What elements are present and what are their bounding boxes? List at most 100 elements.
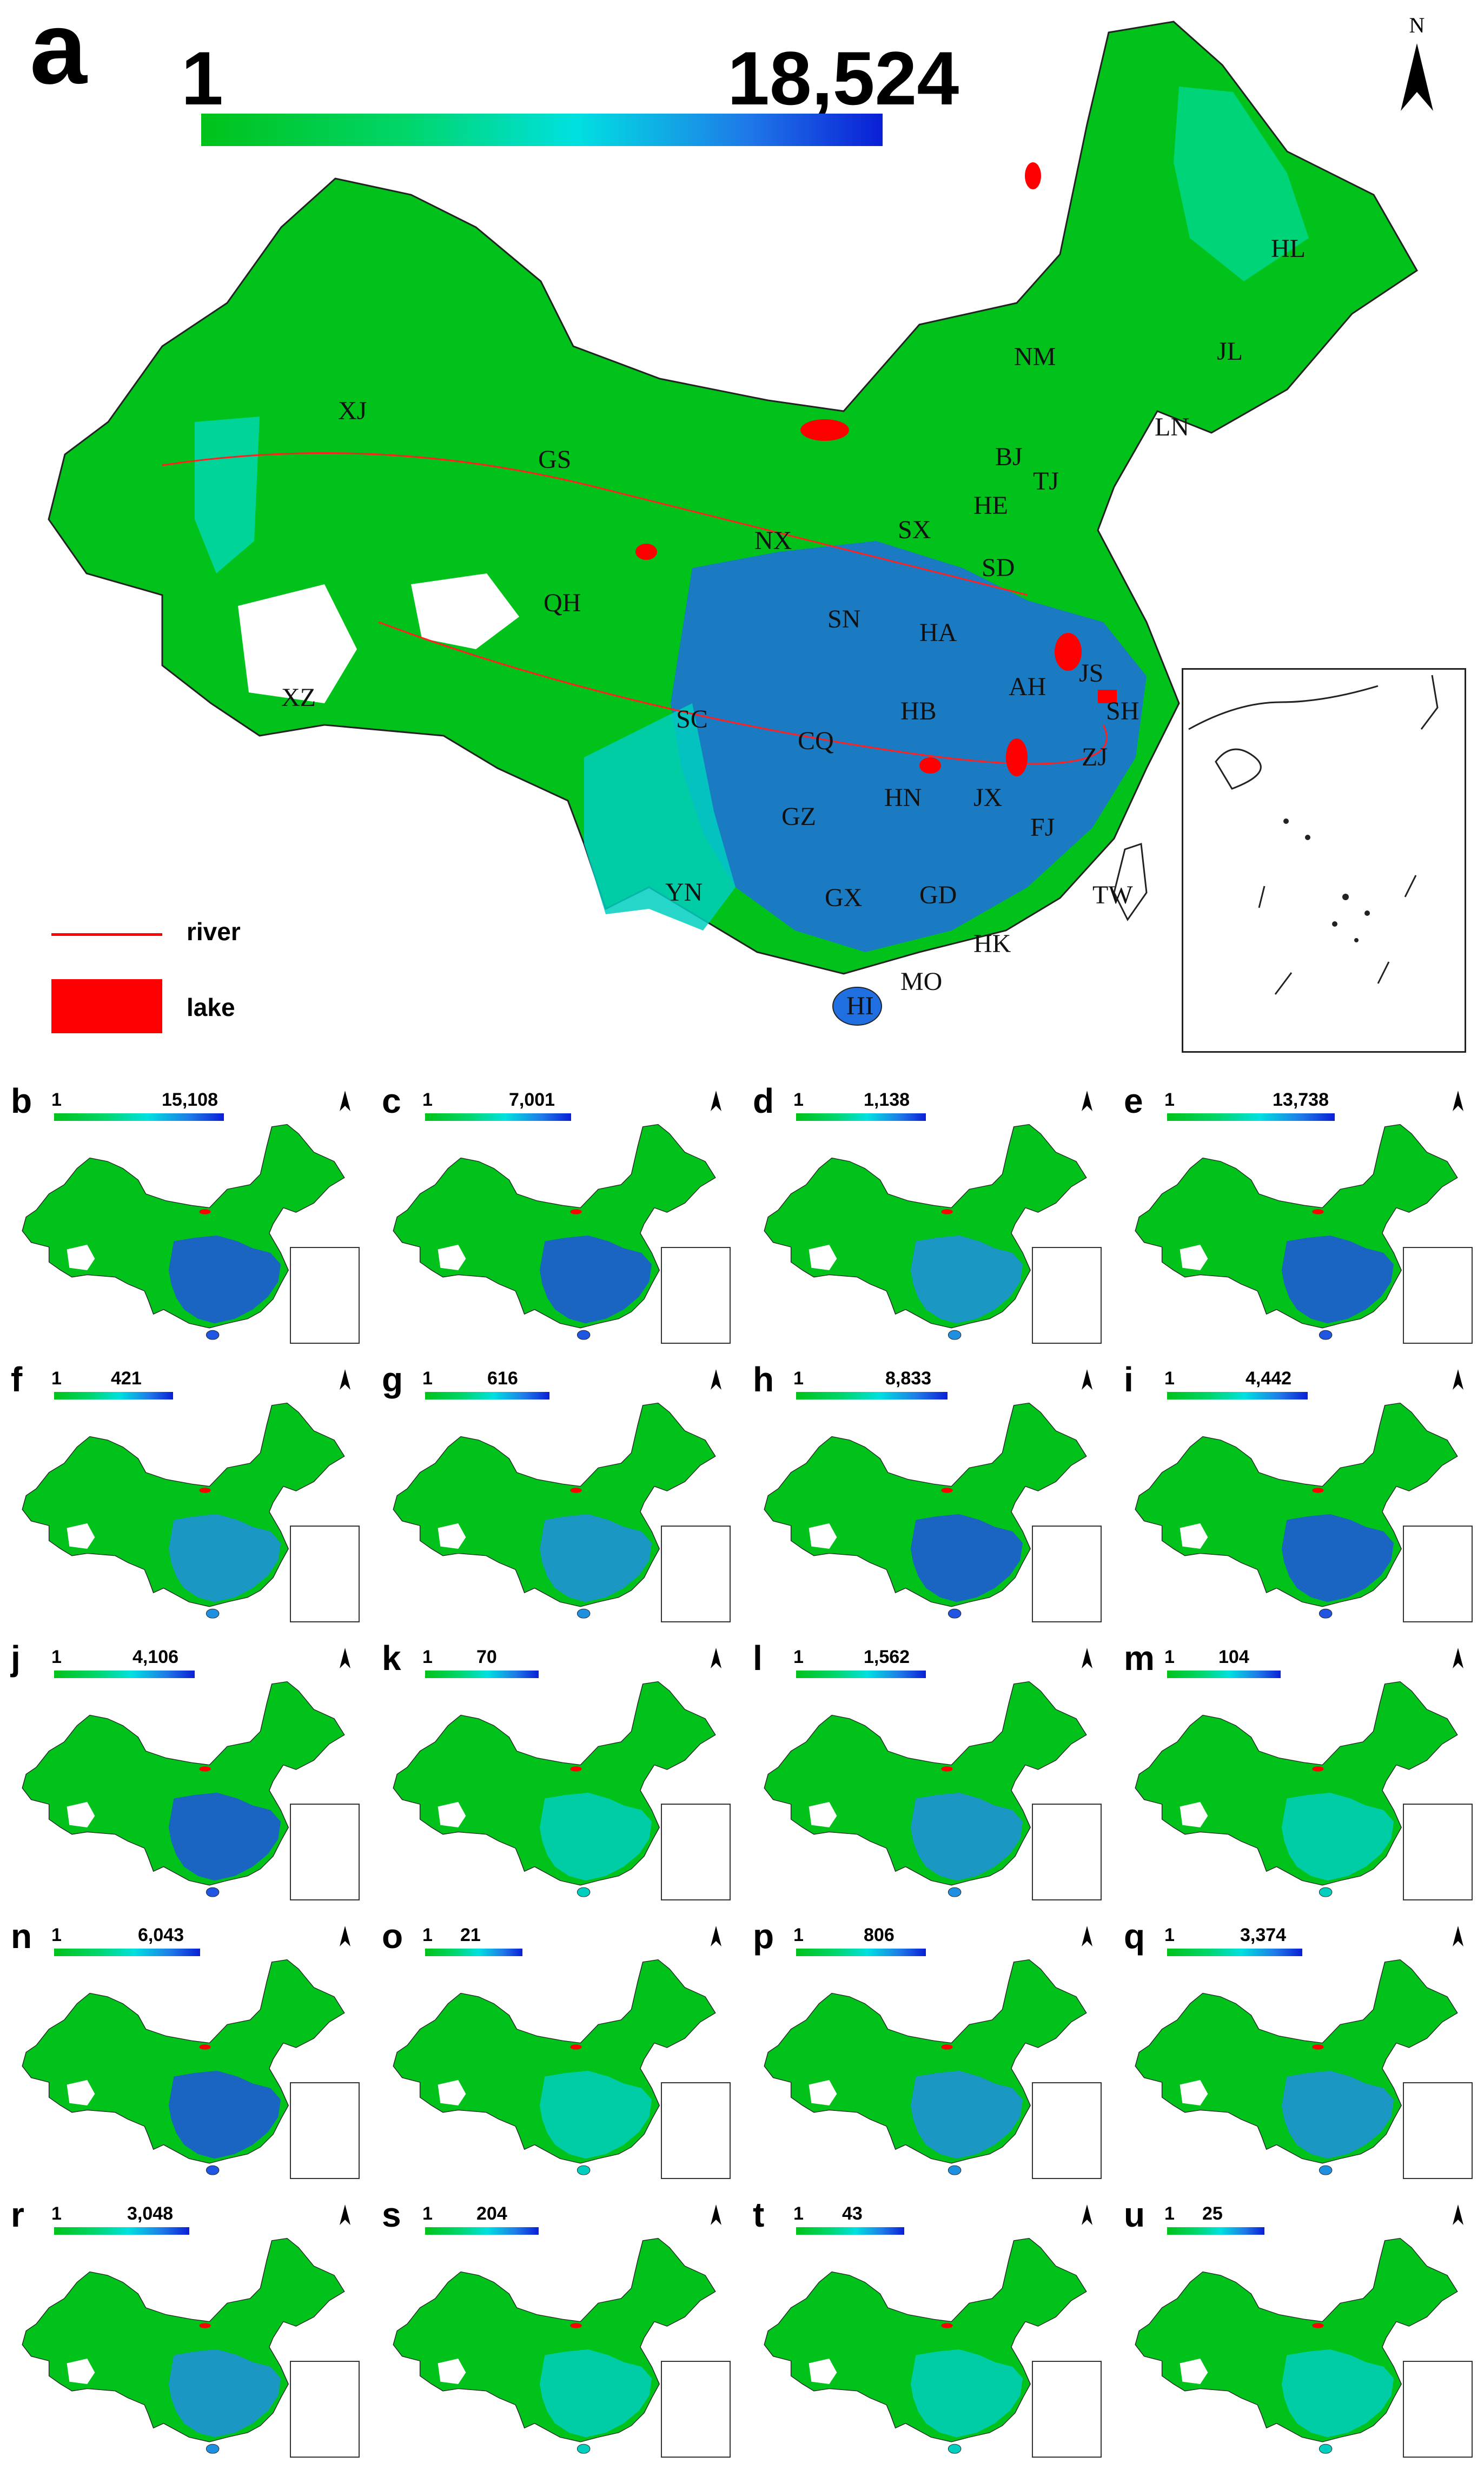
color-scale-bar — [425, 1113, 571, 1121]
north-arrow-icon — [1453, 1926, 1463, 1947]
north-arrow-icon — [711, 1647, 721, 1668]
small-map-panel: o 1 21 — [371, 1912, 742, 2190]
scale-max-label: 1,138 — [864, 1090, 910, 1110]
scale-min-label: 1 — [51, 1368, 62, 1389]
scale-min-label: 1 — [422, 1368, 433, 1389]
panel-letter: m — [1124, 1638, 1155, 1678]
china-mini-map — [393, 2238, 716, 2454]
north-arrow-icon — [711, 1091, 721, 1111]
lake-mark — [1025, 162, 1041, 189]
scale-min-label: 1 — [422, 1646, 433, 1667]
color-scale-bar — [201, 114, 883, 146]
north-arrow-icon — [711, 1926, 721, 1947]
north-arrow-icon — [1453, 1091, 1463, 1111]
province-label: HE — [973, 491, 1008, 520]
north-arrow-icon — [340, 2204, 350, 2226]
scale-max-label: 70 — [476, 1646, 497, 1667]
province-label: LN — [1155, 413, 1189, 441]
scale-min-label: 1 — [51, 1646, 62, 1667]
north-arrow-icon — [1453, 1369, 1463, 1390]
china-mini-map — [1135, 1681, 1458, 1897]
china-mini-map — [764, 1959, 1087, 2176]
main-map-panel: a 1 18,524 N — [0, 0, 1484, 1053]
province-label: GX — [825, 883, 862, 912]
scale-min-label: 1 — [793, 1925, 804, 1946]
china-mini-map — [1135, 1959, 1458, 2176]
scale-min-label: 1 — [51, 2203, 62, 2224]
small-map-panel: h 1 8,833 — [742, 1355, 1113, 1634]
mini-inset — [290, 2360, 360, 2458]
panel-letter: j — [11, 1638, 21, 1678]
taiwan-island — [1113, 842, 1148, 921]
scale-max-label: 43 — [842, 2203, 863, 2224]
small-map-panel: k 1 70 — [371, 1634, 742, 1912]
province-label: TW — [1092, 881, 1133, 909]
map-southwest-cyan — [584, 703, 736, 930]
province-label: SH — [1106, 697, 1139, 725]
scale-min-label: 1 — [422, 2203, 433, 2224]
inset-islands — [1188, 675, 1439, 995]
province-label: HA — [919, 618, 957, 647]
province-label: HL — [1271, 234, 1306, 263]
province-label: NM — [1014, 342, 1056, 371]
small-map-panel: d 1 1,138 — [742, 1077, 1113, 1355]
scale-min-label: 1 — [422, 1090, 433, 1110]
province-label: AH — [1009, 672, 1046, 701]
lake-mark — [919, 757, 941, 774]
china-mini-map — [1135, 1402, 1458, 1619]
small-map-panel: i 1 4,442 — [1113, 1355, 1484, 1634]
scale-min-label: 1 — [793, 1090, 804, 1110]
lake-mark — [635, 544, 657, 560]
north-arrow-icon — [340, 1647, 350, 1668]
scale-max-label: 8,833 — [885, 1368, 932, 1389]
province-label: XZ — [281, 683, 316, 712]
mini-inset — [1032, 1246, 1102, 1344]
north-arrow-icon: N — [1401, 13, 1433, 111]
province-label: NX — [754, 526, 792, 555]
scale-max-label: 7,001 — [509, 1090, 555, 1110]
panel-letter: a — [30, 0, 87, 105]
scale-max-label: 3,374 — [1240, 1925, 1287, 1946]
province-label: JX — [973, 783, 1002, 812]
color-scale-bar — [425, 1670, 539, 1678]
north-arrow-icon — [340, 1091, 350, 1111]
scale-max-label: 616 — [487, 1368, 518, 1389]
china-mini-map — [764, 1681, 1087, 1897]
lake-mark — [1055, 633, 1082, 671]
scale-max-label: 18,524 — [727, 36, 959, 121]
small-map-panel: q 1 3,374 — [1113, 1912, 1484, 2190]
small-map-panel: l 1 1,562 — [742, 1634, 1113, 1912]
panel-letter: s — [382, 2195, 401, 2235]
scale-max-label: 3,048 — [127, 2203, 174, 2224]
scale-max-label: 4,106 — [132, 1646, 179, 1667]
scale-min-label: 1 — [793, 1368, 804, 1389]
mini-inset — [290, 1246, 360, 1344]
mini-inset — [661, 1525, 731, 1622]
panel-letter: f — [11, 1359, 23, 1399]
color-scale-bar — [54, 1391, 173, 1399]
mini-inset — [661, 1246, 731, 1344]
province-label: HN — [884, 783, 922, 812]
panel-letter: d — [753, 1081, 774, 1120]
province-label: JS — [1079, 659, 1103, 688]
province-label: HI — [846, 992, 874, 1020]
mini-inset — [1403, 2360, 1473, 2458]
color-scale-bar — [54, 1949, 200, 1957]
color-scale-bar — [1167, 1113, 1335, 1121]
scale-min-label: 1 — [1164, 1925, 1175, 1946]
province-label: GD — [919, 881, 957, 909]
river-line — [162, 452, 1028, 596]
south-china-sea-inset — [1182, 668, 1466, 1053]
scale-max-label: 104 — [1218, 1646, 1249, 1667]
china-mini-map — [22, 1124, 345, 1340]
panel-letter: g — [382, 1359, 403, 1399]
scale-min-label: 1 — [422, 1925, 433, 1946]
color-scale-bar — [796, 1670, 926, 1678]
panel-letter: e — [1124, 1081, 1143, 1120]
river-line — [378, 621, 1108, 765]
china-mini-map — [1135, 1124, 1458, 1340]
lake-mark — [800, 419, 849, 441]
scale-max-label: 25 — [1202, 2203, 1223, 2224]
china-mini-map — [764, 1402, 1087, 1619]
province-label: GZ — [781, 802, 816, 831]
